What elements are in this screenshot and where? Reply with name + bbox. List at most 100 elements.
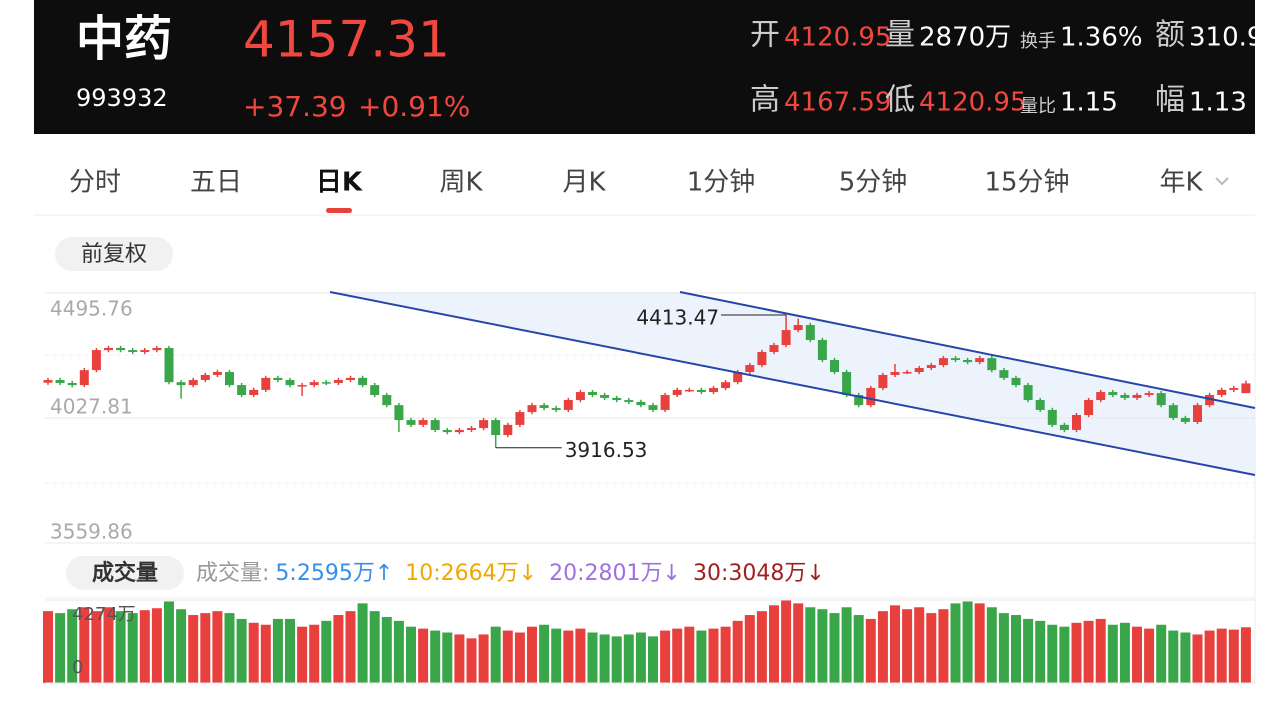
channel-line [329, 291, 1256, 476]
volume-bar [418, 628, 429, 683]
volume-bar [297, 626, 308, 683]
tab[interactable]: 5分钟 [839, 168, 908, 198]
volume-bar [127, 613, 138, 683]
candle-body [67, 382, 77, 386]
candle-body [91, 350, 101, 371]
candle-body [926, 365, 936, 368]
volume-bar [454, 634, 465, 683]
volume-bar [672, 628, 683, 683]
tab[interactable]: 周K [439, 168, 483, 198]
volume-bar [865, 618, 876, 683]
candle-body [805, 324, 815, 340]
candle-body [1193, 405, 1202, 422]
tab[interactable]: 年K [1159, 168, 1203, 198]
volume-bar [756, 611, 767, 683]
candle-body [1084, 400, 1094, 416]
candle-body [938, 358, 948, 366]
volume-title[interactable]: 成交量 [92, 560, 158, 586]
volume-bar [1180, 632, 1191, 683]
volume-bar [938, 609, 949, 683]
candle-body [781, 330, 791, 346]
candle-body [491, 420, 501, 436]
volume-bar [1132, 626, 1142, 683]
tab[interactable]: 15分钟 [984, 168, 1069, 198]
candle-body [527, 405, 537, 413]
candle-body [963, 359, 973, 363]
candle-body [273, 377, 283, 381]
tab[interactable]: 1分钟 [687, 168, 756, 198]
candle-body [1059, 424, 1069, 430]
volume-bar [115, 611, 126, 683]
volume-bar [139, 610, 150, 683]
stat-label: 量比 [1020, 96, 1056, 117]
stock-code: 993932 [76, 84, 168, 112]
volume-bar [914, 607, 925, 683]
volume-bar [67, 609, 78, 683]
tab[interactable]: 日K [316, 168, 363, 198]
low-label: 3916.53 [565, 438, 648, 462]
volume-bar [611, 636, 622, 683]
adjust-pill[interactable] [55, 237, 173, 271]
ma-legend: 30:3048万↓ [693, 561, 825, 586]
candle-body [660, 394, 670, 410]
candle-body [382, 394, 392, 406]
candle-body [721, 382, 731, 389]
volume-bar [926, 613, 937, 683]
candle-body [1096, 392, 1106, 401]
tab[interactable]: 月K [562, 168, 606, 198]
volume-bar [260, 624, 271, 683]
volume-bar [1047, 624, 1058, 683]
candle-body [1023, 385, 1033, 401]
candle-body [987, 358, 997, 371]
candle-body [394, 405, 404, 421]
volume-bar [164, 601, 174, 683]
candle-body [297, 385, 307, 387]
volume-bar [478, 634, 489, 683]
candle-body [346, 377, 355, 381]
volume-bar [103, 607, 114, 683]
volume-bar [720, 626, 731, 683]
candle-body [104, 347, 113, 351]
ma-legend: 20:2801万↓ [549, 561, 681, 586]
volume-bar [151, 608, 162, 683]
candle-body [684, 389, 694, 392]
candle-body [1108, 392, 1118, 395]
candle-body [733, 372, 743, 383]
volume-bar [406, 626, 416, 683]
adjust-button[interactable]: 前复权 [81, 242, 147, 267]
volume-pill[interactable] [66, 556, 184, 590]
candle-body [1205, 394, 1215, 406]
stat-label: 幅 [1155, 83, 1185, 118]
volume-bar [1035, 620, 1046, 683]
volume-bar [890, 605, 900, 683]
candle-body [442, 429, 452, 433]
candle-body [575, 392, 585, 401]
volume-bar [466, 638, 477, 683]
volume-bar [1204, 630, 1215, 683]
volume-bar [188, 615, 199, 683]
candle-body [1120, 394, 1130, 398]
candle-body [200, 374, 210, 381]
candle-body [116, 347, 126, 351]
candle-body [152, 347, 162, 351]
candle-body [321, 382, 331, 384]
volume-bar [527, 626, 537, 683]
candle-body [1072, 415, 1081, 430]
volume-bar [430, 630, 441, 683]
volume-bar [236, 618, 247, 683]
volume-bar [1156, 624, 1167, 683]
candle-body [1180, 417, 1190, 422]
volume-bar [1095, 618, 1106, 683]
stat-value: 4120.95 [784, 23, 892, 53]
candle-body [612, 397, 622, 401]
volume-bar [829, 613, 840, 683]
candle-body [636, 401, 646, 406]
candle-body [188, 380, 198, 386]
candle-body [600, 394, 610, 398]
volume-bar [623, 634, 634, 683]
tab[interactable]: 五日 [190, 168, 242, 198]
volume-bar [1059, 626, 1070, 683]
volume-legend-label: 成交量: [196, 561, 269, 586]
candle-body [648, 405, 658, 410]
tab[interactable]: 分时 [69, 168, 121, 198]
